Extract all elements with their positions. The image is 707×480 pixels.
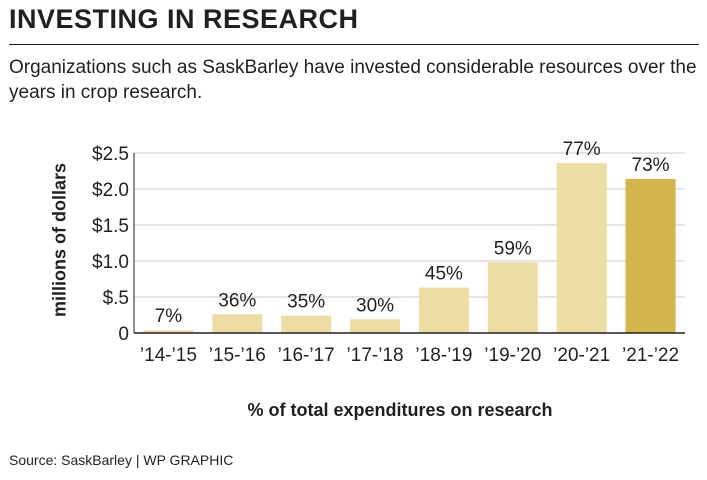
data-label: 77% bbox=[563, 139, 601, 160]
bar bbox=[350, 319, 400, 333]
x-tick-label: ’17-’18 bbox=[347, 345, 404, 366]
bar bbox=[488, 262, 538, 333]
x-tick-label: ’21-’22 bbox=[622, 345, 679, 366]
x-tick-label: ’20-’21 bbox=[553, 345, 610, 366]
bar bbox=[557, 163, 607, 333]
data-label: 45% bbox=[425, 264, 463, 285]
bar bbox=[212, 314, 262, 333]
data-label: 73% bbox=[632, 155, 670, 176]
y-axis-label: millions of dollars bbox=[50, 163, 71, 317]
y-tick-label: $2.0 bbox=[92, 180, 129, 201]
x-tick-label: ’14-’15 bbox=[140, 345, 197, 366]
x-tick-labels: ’14-’15 ’15-’16 ’16-’17 ’17-’18 ’18-’19 ’19-’… bbox=[140, 345, 679, 366]
bar bbox=[419, 288, 469, 333]
y-tick-label: $.5 bbox=[103, 288, 129, 309]
y-tick-label: 0 bbox=[118, 324, 129, 345]
y-tick-label: $1.0 bbox=[92, 252, 129, 273]
y-tick-label: $2.5 bbox=[92, 144, 129, 165]
y-tick-label: $1.5 bbox=[92, 216, 129, 237]
bar bbox=[626, 179, 676, 333]
x-tick-label: ’19-’20 bbox=[484, 345, 541, 366]
data-label: 59% bbox=[494, 238, 532, 259]
x-tick-label: ’16-’17 bbox=[278, 345, 335, 366]
bar bbox=[281, 316, 331, 333]
source-credit: Source: SaskBarley | WP GRAPHIC bbox=[9, 452, 233, 468]
y-tick-labels: 0 $.5 $1.0 $1.5 $2.0 $2.5 bbox=[92, 144, 129, 345]
x-axis-label: % of total expenditures on research bbox=[247, 400, 552, 421]
data-label: 7% bbox=[155, 306, 183, 327]
x-tick-label: ’15-’16 bbox=[209, 345, 266, 366]
x-tick-label: ’18-’19 bbox=[415, 345, 472, 366]
data-label: 30% bbox=[356, 295, 394, 316]
data-label: 35% bbox=[287, 292, 325, 313]
data-label: 36% bbox=[218, 290, 256, 311]
